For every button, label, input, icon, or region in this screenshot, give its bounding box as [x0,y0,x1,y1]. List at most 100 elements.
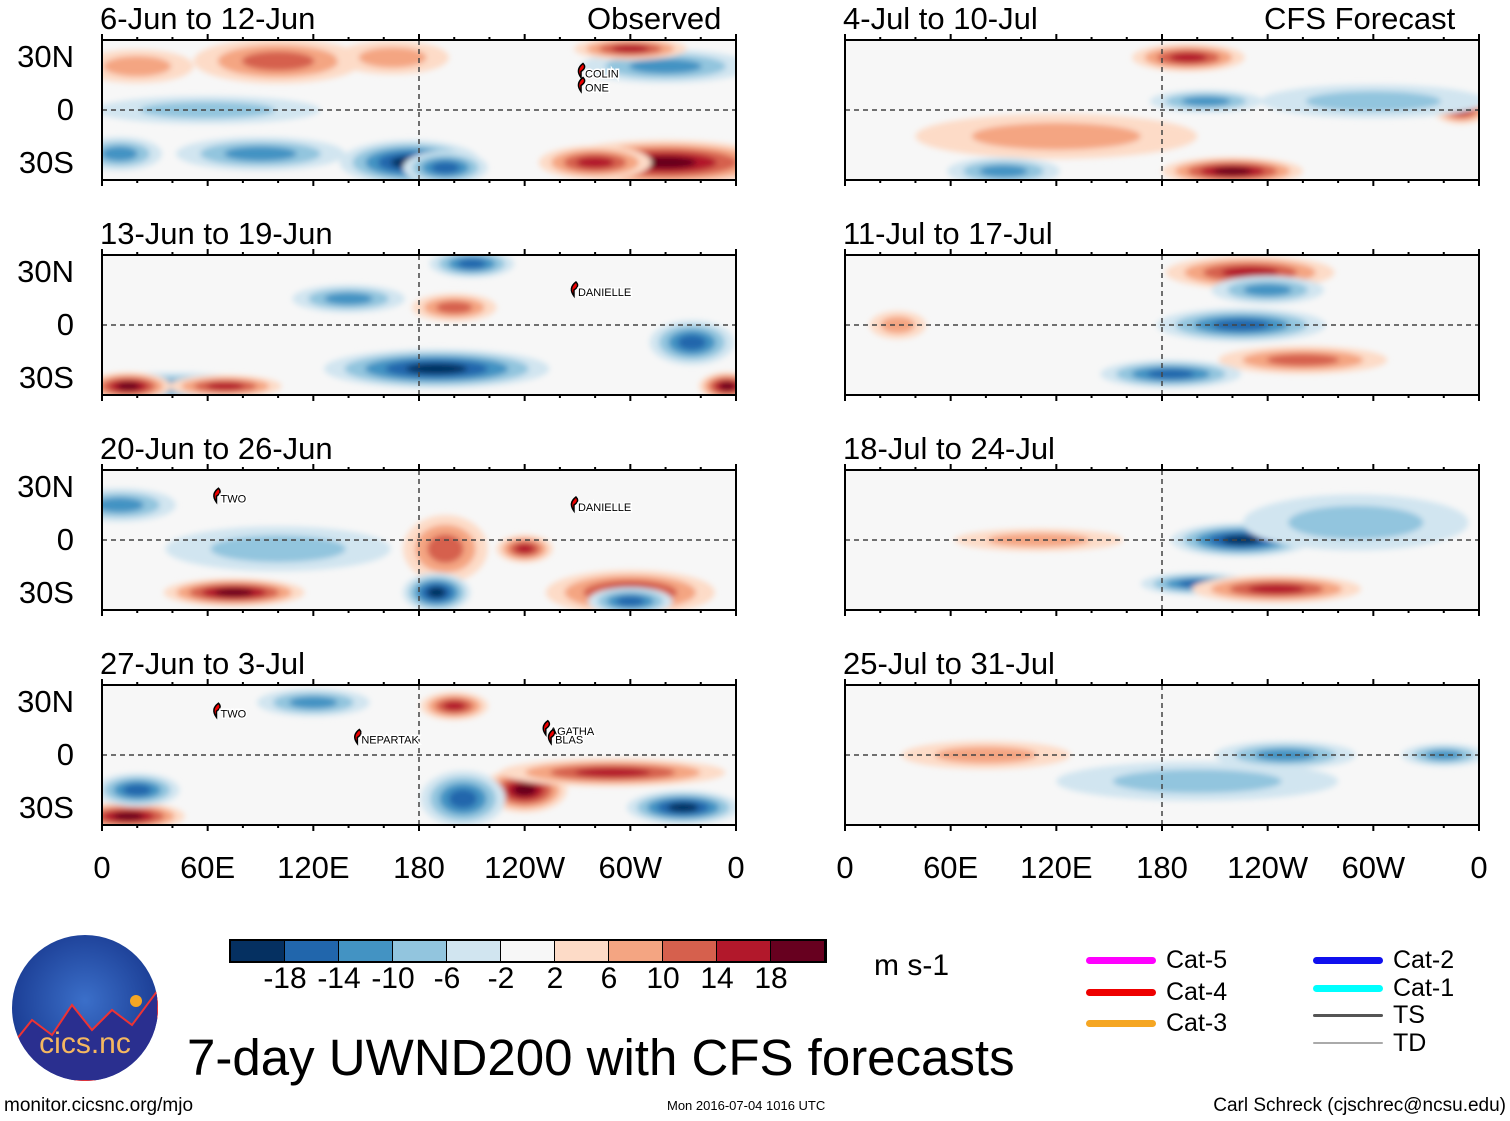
lat-label: 30S [18,360,74,395]
anomaly-contour [677,335,707,350]
colorbar-swatch [717,941,771,961]
anomaly-contour [1243,284,1292,296]
anomaly-contour [513,783,537,797]
anomaly-contour [427,534,464,564]
panel-title: 27-Jun to 3-Jul [100,646,306,681]
legend-item: TS [1313,1001,1425,1030]
anomaly-contour [880,316,915,334]
anomaly-contour [1169,52,1208,63]
lon-label: 120E [277,850,350,885]
lat-label: 30N [17,684,74,719]
colorbar-swatch [393,941,447,961]
colorbar-tick: 6 [600,962,618,995]
storm-label: NEPARTAK [361,735,419,747]
lon-label: 120W [1227,850,1309,885]
colorbar-tick: -2 [487,962,515,995]
legend-line-icon [1086,957,1156,964]
colorbar-tick: -10 [371,962,415,995]
anomaly-contour [719,382,735,391]
storm-track-icon [577,76,586,94]
storm-track-icon [542,719,551,738]
legend-item: Cat-4 [1086,978,1227,1007]
anomaly-contour [123,784,152,796]
lat-label: 30N [17,39,74,74]
anomaly-contour [358,47,427,68]
map-panel [844,679,1480,831]
storm-track-icon [570,496,579,514]
storm-label: DANIELLE [578,502,631,514]
storm-track-icon [547,728,556,746]
panel-title: 13-Jun to 19-Jun [100,216,333,251]
panel-title: 25-Jul to 31-Jul [843,646,1055,681]
map-panel: COLIN ONE [101,34,737,186]
colorbar-tick: -6 [433,962,461,995]
anomaly-contour [210,535,346,563]
anomaly-contour [935,746,1037,764]
anomaly-contour [206,382,245,390]
anomaly-contour [102,146,138,161]
footer-url[interactable]: monitor.cicsnc.org/mjo [4,1095,194,1116]
legend-item: TD [1313,1029,1426,1058]
storm-track-icon [213,487,221,505]
lat-label: 0 [56,92,74,127]
legend-item: Cat-5 [1086,946,1227,975]
anomaly-contour [448,789,478,809]
colorbar-swatch [663,941,717,961]
legend-line-icon [1086,1020,1156,1027]
map-panel [844,34,1480,186]
anomaly-contour [405,363,468,375]
colorbar [229,939,827,963]
anomaly-contour [1112,769,1282,794]
anomaly-contour [116,382,140,391]
lat-label: 0 [56,737,74,772]
anomaly-contour [457,259,486,269]
legend-label: Cat-5 [1166,946,1228,974]
anomaly-contour [140,101,276,119]
lon-label: 0 [93,850,111,885]
storm-track-icon [354,728,362,746]
anomaly-contour [667,802,699,813]
figure-title: 7-day UWND200 with CFS forecasts [187,1029,1015,1086]
colorbar-tick: -14 [317,962,361,995]
map-panel [844,464,1480,616]
legend-line-icon [1313,1014,1383,1017]
panel-title: 11-Jul to 17-Jul [843,216,1053,251]
anomaly-contour [1181,96,1231,107]
logo-text: cics.nc [39,1027,131,1060]
lon-label: 120W [484,850,566,885]
anomaly-contour [224,146,297,161]
panel-title: 4-Jul to 10-Jul [843,1,1038,36]
anomaly-contour [515,544,535,554]
storm-label: ONE [585,83,609,95]
storm-track-icon [213,702,221,720]
anomaly-contour [576,156,614,169]
lat-label: 30N [17,469,74,504]
colorbar-swatch [231,941,285,961]
panel-title: 18-Jul to 24-Jul [843,431,1055,466]
colorbar-swatch [447,941,501,961]
anomaly-contour [1288,505,1424,540]
anomaly-contour [616,596,645,606]
lon-label: 0 [836,850,854,885]
lon-label: 60W [1341,850,1406,885]
colorbar-swatch [609,941,663,961]
anomaly-contour [1147,369,1195,379]
lon-label: 180 [393,850,445,885]
legend-item: Cat-1 [1313,974,1454,1003]
anomaly-contour [103,56,172,77]
legend-label: Cat-3 [1166,1009,1228,1037]
colorbar-swatch [285,941,339,961]
storm-label: DANIELLE [578,287,631,299]
anomaly-contour [1213,167,1252,176]
colorbar-tick: 10 [646,962,680,995]
lon-label: 60E [923,850,979,885]
lat-label: 30S [18,145,74,180]
anomaly-contour [241,51,315,71]
storm-label: TWO [220,708,246,720]
anomaly-contour [102,497,144,513]
anomaly-contour [113,812,144,821]
map-panel: TWO DANIELLE [101,464,737,616]
anomaly-contour [1266,354,1340,366]
anomaly-contour [1255,749,1316,761]
